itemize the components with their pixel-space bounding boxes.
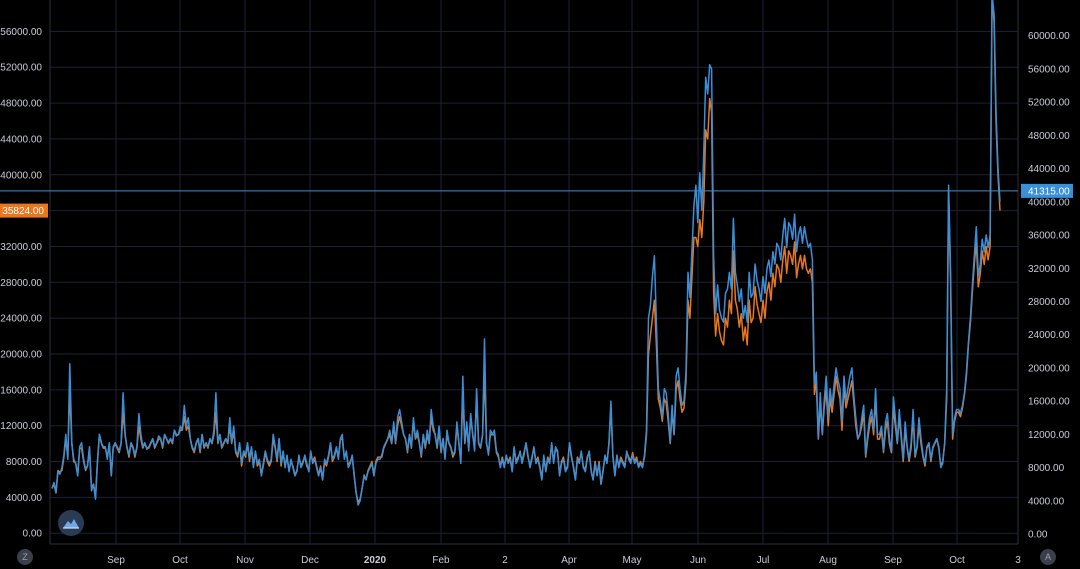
time-axis-tick-label: Oct: [949, 555, 965, 566]
blue-series-line: [51, 0, 1001, 506]
time-axis-tick-label: Jul: [757, 555, 770, 566]
right-axis-tick-label: 52000.00: [1028, 98, 1070, 109]
time-axis-tick-label: 2020: [364, 555, 387, 566]
left-price-marker: 35824.00: [0, 203, 48, 218]
left-axis-tick-label: 40000.00: [0, 170, 42, 181]
time-axis-tick-label: 2: [502, 555, 508, 566]
right-price-marker-bg: [1021, 183, 1073, 198]
right-price-marker: 41315.00: [1021, 183, 1073, 198]
time-axis-tick-label: Aug: [819, 555, 837, 566]
right-axis-tick-label: 32000.00: [1028, 264, 1070, 275]
left-price-marker-bg: [0, 203, 48, 218]
price-markers: 41315.00 35824.00: [0, 183, 1073, 218]
right-axis-tick-label: 44000.00: [1028, 164, 1070, 175]
right-axis-tick-label: 12000.00: [1028, 430, 1070, 441]
right-axis-tick-label: 40000.00: [1028, 197, 1070, 208]
left-axis-tick-label: 48000.00: [0, 99, 42, 110]
left-axis-tick-label: 32000.00: [0, 242, 42, 253]
right-axis-tick-label: 60000.00: [1028, 31, 1070, 42]
time-axis-tick-label: Sep: [107, 555, 125, 566]
left-price-marker-label: 35824.00: [2, 206, 44, 217]
time-axis-tick-label: Jun: [690, 555, 706, 566]
right-axis-tick-label: 56000.00: [1028, 64, 1070, 75]
right-axis-tick-label: 8000.00: [1028, 463, 1065, 474]
right-axis-tick-label: 48000.00: [1028, 131, 1070, 142]
right-price-axis[interactable]: 0.00 4000.00 8000.00 12000.00 16000.00 20000.…: [1028, 31, 1070, 540]
left-axis-tick-label: 56000.00: [0, 27, 42, 38]
grid-lines: [49, 0, 1019, 545]
left-axis-tick-label: 52000.00: [0, 63, 42, 74]
left-axis-tick-label: 16000.00: [0, 385, 42, 396]
left-axis-tick-label: 28000.00: [0, 278, 42, 289]
left-axis-tick-label: 4000.00: [6, 493, 43, 504]
left-scale-toggle-button[interactable]: Z: [17, 549, 33, 565]
left-axis-tick-label: 24000.00: [0, 314, 42, 325]
left-axis-tick-label: 0.00: [23, 529, 43, 540]
left-axis-tick-label: 20000.00: [0, 350, 42, 361]
left-axis-tick-label: 12000.00: [0, 421, 42, 432]
time-axis[interactable]: Sep Oct Nov Dec 2020 Feb 2 Apr May Jun Jul Aug Sep Oc…: [107, 555, 1021, 566]
right-axis-tick-label: 24000.00: [1028, 330, 1070, 341]
time-axis-tick-label: Oct: [172, 555, 188, 566]
left-axis-tick-label: 8000.00: [6, 457, 43, 468]
right-axis-tick-label: 20000.00: [1028, 363, 1070, 374]
mountain-logo-icon: [63, 519, 79, 529]
right-price-marker-label: 41315.00: [1028, 186, 1070, 197]
right-axis-tick-label: 16000.00: [1028, 397, 1070, 408]
time-axis-tick-label: May: [623, 555, 642, 566]
time-axis-tick-label: 3: [1015, 555, 1021, 566]
left-axis-tick-label: 44000.00: [0, 134, 42, 145]
orange-series-line: [51, 0, 1001, 503]
left-price-axis[interactable]: 0.00 4000.00 8000.00 12000.00 16000.00 20000.…: [0, 27, 42, 540]
right-axis-tick-label: 28000.00: [1028, 297, 1070, 308]
logo-button[interactable]: [58, 510, 84, 536]
right-scale-toggle-button[interactable]: A: [1040, 549, 1056, 565]
time-axis-tick-label: Sep: [884, 555, 902, 566]
right-axis-tick-label: 36000.00: [1028, 231, 1070, 242]
time-axis-tick-label: Feb: [432, 555, 450, 566]
series-lines: [51, 0, 1001, 506]
time-axis-tick-label: Dec: [301, 555, 319, 566]
time-axis-tick-label: Apr: [561, 555, 577, 566]
time-axis-tick-label: Nov: [236, 555, 254, 566]
right-axis-tick-label: 4000.00: [1028, 496, 1065, 507]
right-axis-tick-label: 0.00: [1028, 530, 1048, 541]
